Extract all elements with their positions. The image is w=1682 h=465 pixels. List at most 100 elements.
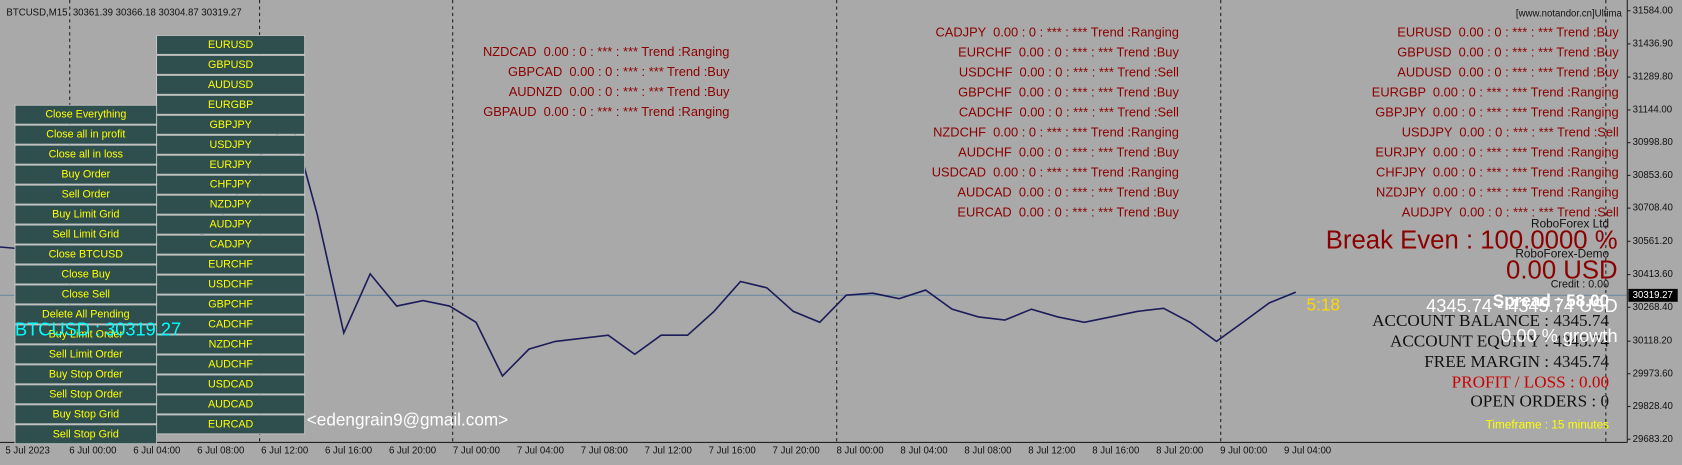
- signal-line: NZDCHF 0.00 : 0 : *** : *** Trend :Rangi…: [933, 125, 1179, 140]
- x-tick-label: 5 Jul 2023: [5, 446, 49, 457]
- x-tick-label: 6 Jul 00:00: [69, 446, 116, 457]
- button-label[interactable]: Sell Order: [62, 189, 111, 201]
- button-label[interactable]: GBPUSD: [208, 59, 254, 71]
- x-tick-label: 8 Jul 20:00: [1156, 446, 1203, 457]
- button[interactable]: [14, 364, 158, 385]
- button[interactable]: [14, 264, 158, 285]
- signal-line: GBPCHF 0.00 : 0 : *** : *** Trend :Buy: [958, 85, 1179, 100]
- button-label[interactable]: Sell Stop Order: [49, 388, 123, 400]
- button-label[interactable]: Delete All Pending: [42, 308, 130, 320]
- button[interactable]: [156, 54, 306, 75]
- button-label[interactable]: Close all in loss: [49, 149, 123, 161]
- signal-panels: NZDCAD 0.00 : 0 : *** : *** Trend :Rangi…: [483, 25, 1619, 220]
- button-label[interactable]: Close all in profit: [46, 129, 125, 141]
- button-label[interactable]: NZDCHF: [209, 339, 253, 351]
- button-label[interactable]: Buy Limit Grid: [52, 209, 119, 221]
- signal-line: EURGBP 0.00 : 0 : *** : *** Trend :Rangi…: [1372, 85, 1619, 100]
- button[interactable]: [156, 394, 306, 415]
- signal-line: CHFJPY 0.00 : 0 : *** : *** Trend :Rangi…: [1376, 165, 1619, 180]
- server: RoboForex-Demo: [1515, 247, 1609, 261]
- button[interactable]: [156, 414, 306, 435]
- button-label[interactable]: AUDJPY: [209, 219, 251, 231]
- button[interactable]: [14, 384, 158, 405]
- button-label[interactable]: EURGBP: [208, 99, 253, 111]
- signal-line: EURJPY 0.00 : 0 : *** : *** Trend :Rangi…: [1375, 145, 1618, 160]
- button[interactable]: [156, 35, 306, 55]
- credit: Credit : 0.00: [1551, 278, 1609, 290]
- signal-line: CADJPY 0.00 : 0 : *** : *** Trend :Rangi…: [936, 25, 1179, 40]
- button[interactable]: [14, 404, 158, 425]
- growth: 0.00 % growth: [1501, 325, 1618, 346]
- button-label[interactable]: USDCAD: [208, 378, 253, 390]
- button-label[interactable]: EURCHF: [208, 259, 253, 271]
- button-label[interactable]: EURCAD: [208, 418, 253, 430]
- button[interactable]: [156, 214, 306, 235]
- button-label[interactable]: CHFJPY: [210, 179, 252, 191]
- y-tick-label: 30561.20: [1633, 236, 1673, 247]
- button-label[interactable]: Buy Stop Order: [49, 368, 123, 380]
- x-tick-label: 7 Jul 04:00: [517, 446, 564, 457]
- axes: 31584.00 31436.90 31289.80 31144.00 30998.80…: [5, 5, 1672, 456]
- button[interactable]: [14, 104, 158, 125]
- x-tick-label: 6 Jul 04:00: [133, 446, 180, 457]
- button-label[interactable]: Buy Order: [61, 169, 110, 181]
- button[interactable]: [14, 224, 158, 245]
- button-label[interactable]: USDJPY: [209, 139, 251, 151]
- site: [www.notandor.cn]Ultima: [1516, 9, 1623, 20]
- price-tag-bg: [1628, 288, 1678, 302]
- button-label[interactable]: Buy Limit Order: [49, 328, 124, 340]
- button[interactable]: [156, 114, 306, 135]
- equity: ACCOUNT EQUITY : 4345.74: [1390, 332, 1610, 351]
- x-tick-label: 7 Jul 12:00: [645, 446, 692, 457]
- button-label[interactable]: AUDCAD: [208, 398, 253, 410]
- button-label[interactable]: Sell Limit Order: [49, 348, 123, 360]
- button[interactable]: [156, 74, 306, 95]
- button[interactable]: [14, 284, 158, 305]
- button-label[interactable]: EURJPY: [209, 159, 251, 171]
- button[interactable]: [14, 324, 158, 345]
- button-label[interactable]: Close Sell: [62, 289, 110, 301]
- button[interactable]: [14, 144, 158, 165]
- x-tick-label: 7 Jul 20:00: [773, 446, 820, 457]
- x-tick-label: 6 Jul 08:00: [197, 446, 244, 457]
- button[interactable]: [14, 204, 158, 225]
- button-label[interactable]: Close Everything: [45, 109, 126, 121]
- button-label[interactable]: CADCHF: [208, 319, 253, 331]
- button-label[interactable]: Buy Stop Grid: [52, 408, 119, 420]
- button-label[interactable]: Close Buy: [61, 269, 110, 281]
- email: <edengrain9@gmail.com>: [307, 409, 508, 429]
- button-label[interactable]: USDCHF: [208, 279, 253, 291]
- signal-line: AUDCAD 0.00 : 0 : *** : *** Trend :Buy: [957, 184, 1179, 199]
- signal-line: AUDNZD 0.00 : 0 : *** : *** Trend :Buy: [509, 84, 730, 99]
- button[interactable]: [14, 164, 158, 185]
- equity-range: 4345.74 - 4345.74 USD: [1426, 295, 1618, 316]
- button[interactable]: [156, 94, 306, 115]
- button-label[interactable]: AUDUSD: [208, 79, 253, 91]
- button-label[interactable]: NZDJPY: [210, 199, 252, 211]
- button-label[interactable]: CADJPY: [209, 239, 251, 251]
- button-label[interactable]: Sell Stop Grid: [53, 428, 119, 440]
- balance: ACCOUNT BALANCE : 4345.74: [1372, 311, 1609, 330]
- x-tick-label: 9 Jul 04:00: [1284, 446, 1331, 457]
- x-tick-label: 7 Jul 16:00: [709, 446, 756, 457]
- button-label[interactable]: GBPCHF: [208, 299, 253, 311]
- button[interactable]: [14, 124, 158, 145]
- button-label[interactable]: Sell Limit Grid: [52, 229, 119, 241]
- button-label[interactable]: GBPJPY: [209, 119, 251, 131]
- button-label[interactable]: Close BTCUSD: [49, 249, 124, 261]
- signal-line: NZDJPY 0.00 : 0 : *** : *** Trend :Rangi…: [1376, 184, 1619, 199]
- signal-line: GBPAUD 0.00 : 0 : *** : *** Trend :Rangi…: [483, 104, 729, 119]
- button-label[interactable]: AUDCHF: [208, 359, 253, 371]
- button-label[interactable]: EURUSD: [208, 39, 253, 51]
- y-tick-label: 30853.60: [1633, 170, 1673, 181]
- button[interactable]: [14, 424, 158, 445]
- button[interactable]: [14, 344, 158, 365]
- button[interactable]: [156, 294, 306, 315]
- button[interactable]: [14, 184, 158, 205]
- button[interactable]: [14, 244, 158, 265]
- y-tick-label: 29973.60: [1633, 368, 1673, 379]
- button[interactable]: [156, 334, 306, 355]
- button[interactable]: [14, 304, 158, 325]
- button[interactable]: [156, 314, 306, 335]
